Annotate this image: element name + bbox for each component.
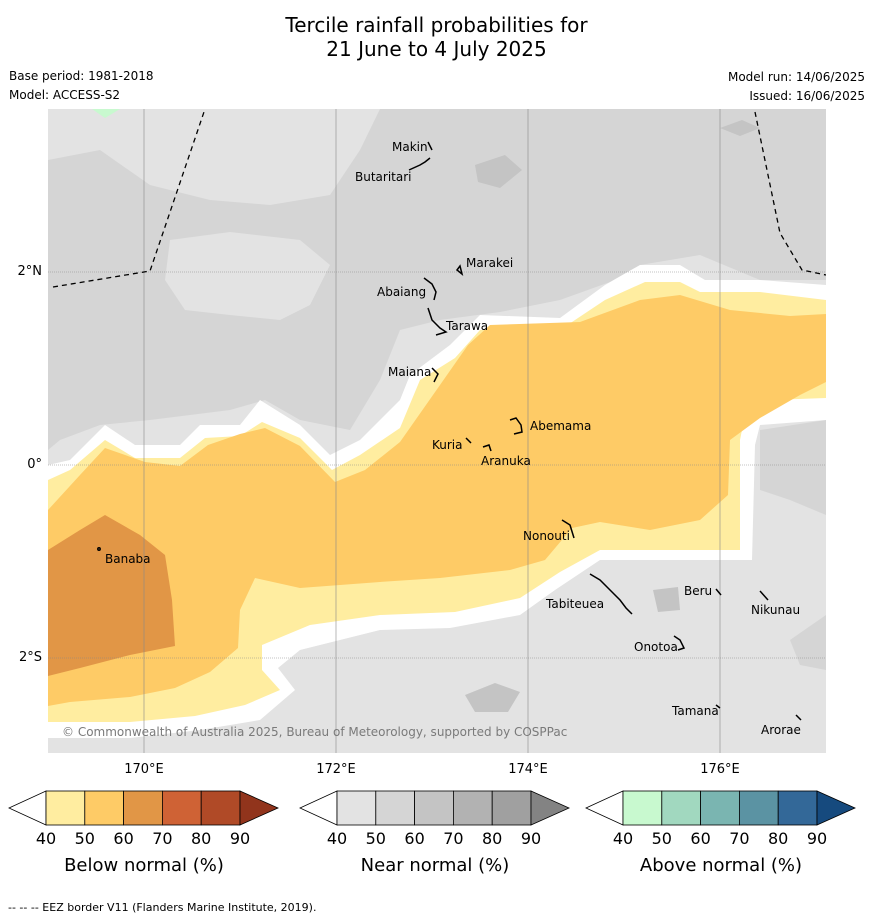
place-label-arorae: Arorae (761, 723, 801, 737)
place-label-abaiang: Abaiang (377, 285, 426, 299)
colorbar-extend-low (585, 790, 624, 826)
colorbar-extend-high (530, 790, 570, 826)
colorbar-swatch (491, 790, 532, 826)
colorbar-tick-label: 80 (768, 829, 789, 848)
lat-label-2s: 2°S (18, 650, 42, 665)
colorbar-tick-label: 50 (74, 829, 95, 848)
above-normal-patch (92, 109, 120, 118)
near-normal-patch-4 (653, 587, 680, 612)
colorbar-swatch (777, 790, 818, 826)
near-normal-patch-1 (475, 155, 522, 188)
lat-label-2n: 2°N (17, 264, 43, 279)
colorbar-tick-label: 70 (152, 829, 173, 848)
island-outlines (97, 141, 802, 721)
colorbar-tick-label: 60 (113, 829, 134, 848)
place-label-kuria: Kuria (432, 438, 463, 452)
colorbar-near-normal (299, 790, 570, 826)
colorbar-title-near-normal: Near normal (%) (360, 855, 510, 876)
colorbar-tick-label: 60 (690, 829, 711, 848)
colorbar-swatch (661, 790, 702, 826)
title-line-2: 21 June to 4 July 2025 (326, 37, 547, 61)
colorbar-swatch (414, 790, 454, 826)
colorbar-extend-low (8, 790, 47, 826)
colorbar-extend-low (299, 790, 338, 826)
place-label-onotoa: Onotoa (634, 640, 678, 654)
colorbar-below-normal (8, 790, 279, 826)
lat-label-0: 0° (27, 457, 42, 472)
place-label-tarawa: Tarawa (445, 319, 488, 333)
place-label-abemama: Abemama (530, 419, 591, 433)
near-normal-lighter-patch (165, 232, 330, 320)
colorbar-swatch (123, 790, 163, 826)
colorbar-tick-label: 50 (651, 829, 672, 848)
colorbar-tick-label: 90 (520, 829, 542, 848)
copyright-notice: © Commonwealth of Australia 2025, Bureau… (62, 725, 567, 739)
place-label-tabiteuea: Tabiteuea (545, 597, 604, 611)
base-period: Base period: 1981-2018 (9, 69, 154, 83)
title-line-1: Tercile rainfall probabilities for (285, 13, 588, 37)
lon-label-176e: 176°E (700, 762, 740, 777)
place-label-aranuka: Aranuka (481, 454, 531, 468)
colorbar-tick-label: 40 (35, 829, 57, 848)
colorbar-tick-label: 80 (482, 829, 503, 848)
colorbar-swatch (84, 790, 125, 826)
model-run-date: Model run: 14/06/2025 (727, 70, 865, 84)
place-label-beru: Beru (684, 584, 712, 598)
place-label-makin: Makin (392, 140, 428, 154)
colorbar-swatch (336, 790, 377, 826)
colorbar-tick-label: 70 (443, 829, 464, 848)
below-normal-60-70 (48, 515, 175, 676)
colorbar-swatch (738, 790, 779, 826)
near-normal-zone-south-east-2 (790, 615, 826, 670)
colorbar-swatch (700, 790, 740, 826)
issued-date: Issued: 16/06/2025 (749, 89, 865, 103)
place-label-nonouti: Nonouti (523, 529, 570, 543)
lon-label-172e: 172°E (316, 762, 356, 777)
place-label-banaba: Banaba (105, 552, 151, 566)
lon-label-174e: 174°E (508, 762, 548, 777)
eez-border-east (754, 111, 826, 276)
colorbar-tick-label: 90 (229, 829, 251, 848)
forecast-map: Makin Butaritari Marakei Abaiang Tarawa … (48, 109, 826, 753)
place-label-marakei: Marakei (466, 256, 513, 270)
place-label-butaritari: Butaritari (355, 170, 412, 184)
eez-footer-note: -- -- -- EEZ border V11 (Flanders Marine… (8, 901, 317, 914)
colorbar-swatch (375, 790, 416, 826)
gridlines (48, 109, 826, 753)
near-normal-zone-south-east (760, 420, 826, 515)
place-label-maiana: Maiana (388, 365, 431, 379)
colorbar-above-normal (585, 790, 856, 826)
colorbar-swatch (200, 790, 241, 826)
colorbar-tick-label: 40 (612, 829, 634, 848)
colorbar-swatch (452, 790, 493, 826)
colorbar-swatch (622, 790, 663, 826)
colorbar-title-above-normal: Above normal (%) (639, 855, 803, 876)
colorbar-swatch (161, 790, 202, 826)
colorbar-extend-high (816, 790, 856, 826)
near-normal-patch-2 (720, 120, 760, 136)
colorbar-tick-label: 40 (326, 829, 348, 848)
colorbar-tick-label: 90 (806, 829, 828, 848)
place-label-tamana: Tamana (671, 704, 719, 718)
colorbar-tick-label: 70 (729, 829, 750, 848)
lon-label-170e: 170°E (124, 762, 164, 777)
below-normal-50-60 (48, 295, 826, 706)
place-label-nikunau: Nikunau (751, 603, 800, 617)
colorbar-extend-high (239, 790, 279, 826)
near-normal-zone-north (48, 109, 826, 450)
colorbar-title-below-normal: Below normal (%) (64, 855, 224, 876)
colorbar-tick-label: 60 (404, 829, 425, 848)
colorbar-swatch (45, 790, 86, 826)
model-name: Model: ACCESS-S2 (9, 88, 121, 102)
colorbar-tick-label: 80 (191, 829, 212, 848)
colorbar-tick-label: 50 (365, 829, 386, 848)
near-normal-patch-3 (465, 683, 520, 712)
